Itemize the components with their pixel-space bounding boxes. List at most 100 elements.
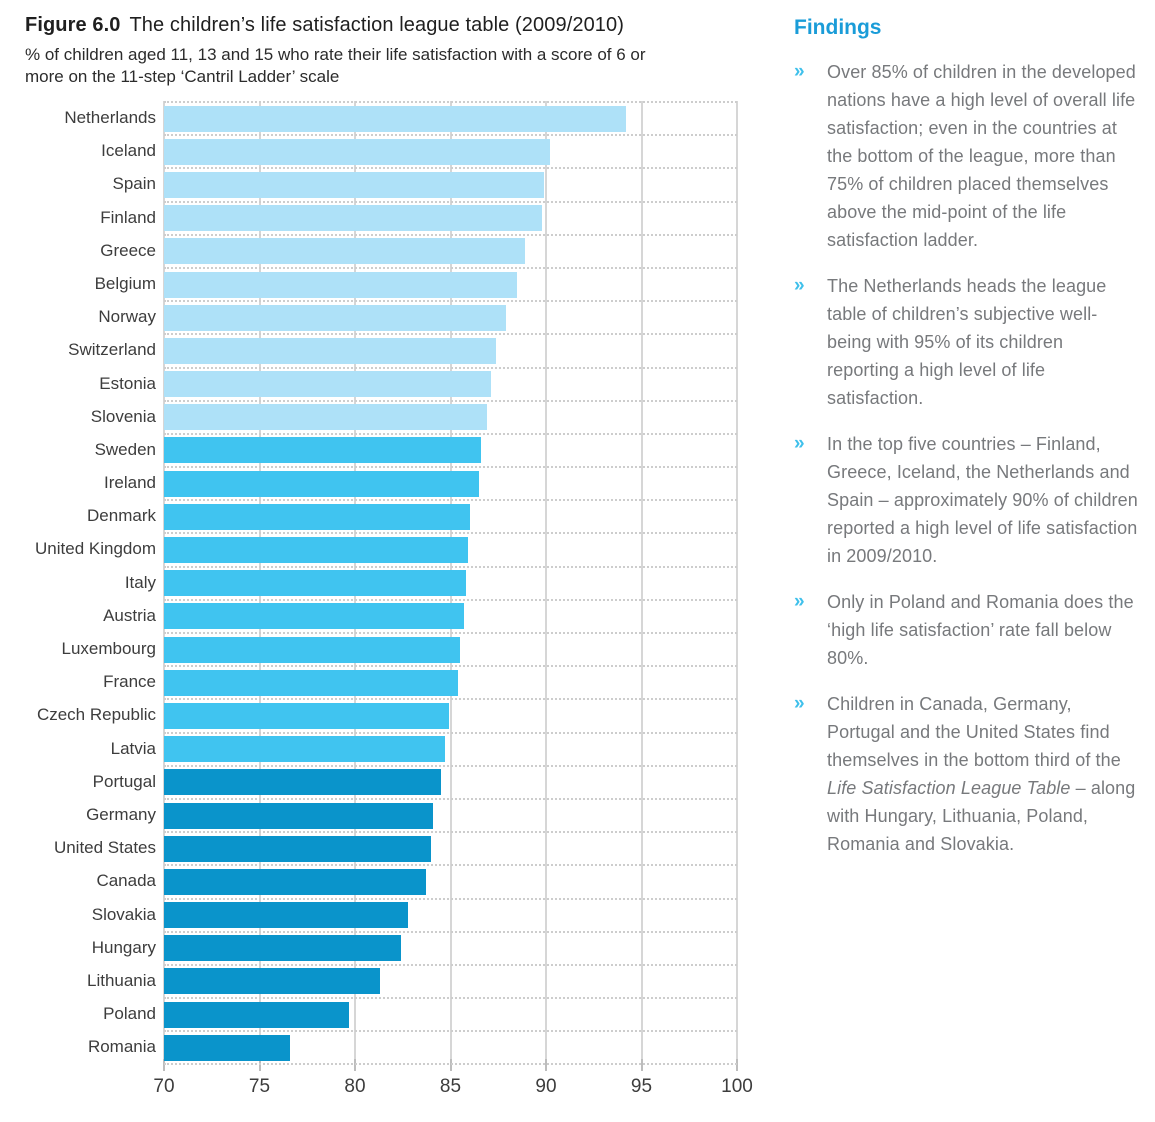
bar-italy [164, 570, 466, 597]
bar-slovenia [164, 404, 487, 431]
country-label: Switzerland [68, 340, 156, 360]
chart-row: Ireland [25, 466, 737, 499]
bar-track [164, 598, 737, 632]
finding-item: » In the top five countries – Finland, Gr… [794, 430, 1139, 570]
bar-track [164, 565, 737, 599]
country-label: Austria [103, 605, 156, 625]
country-label: Hungary [91, 937, 156, 957]
bar-track [164, 632, 737, 665]
chart-row: Italy [25, 565, 737, 599]
bar-track [164, 101, 737, 134]
chart-row: United Kingdom [25, 532, 737, 565]
bar-denmark [164, 503, 470, 530]
country-label: Poland [103, 1004, 156, 1024]
finding-text: In the top five countries – Finland, Gre… [827, 434, 1138, 566]
country-label: Italy [124, 572, 156, 592]
chart-row: France [25, 665, 737, 698]
axis-tick [545, 1059, 547, 1072]
plot-bottom-border [164, 1063, 737, 1066]
bar-track [164, 333, 737, 366]
country-label: Czech Republic [36, 705, 156, 725]
bar-track [164, 864, 737, 897]
gridline [736, 101, 738, 1064]
country-label: Canada [96, 871, 156, 891]
chart-row: Finland [25, 200, 737, 234]
bar-track [164, 233, 737, 267]
bar-netherlands [164, 105, 627, 132]
chart-row: United States [25, 831, 737, 864]
bar-ireland [164, 470, 480, 497]
country-label: Iceland [101, 141, 156, 161]
bar-track [164, 134, 737, 167]
bar-track [164, 797, 737, 831]
chart-row: Hungary [25, 930, 737, 964]
double-chevron-bullet-icon: » [794, 591, 805, 612]
country-label: Belgium [94, 273, 156, 293]
country-label: Greece [100, 240, 156, 260]
country-label: Latvia [110, 738, 156, 758]
bar-portugal [164, 769, 441, 796]
bar-united-states [164, 835, 432, 862]
bar-latvia [164, 736, 445, 763]
country-label: United States [53, 838, 156, 858]
double-chevron-bullet-icon: » [794, 61, 805, 82]
findings-heading: Findings [794, 16, 882, 39]
bar-track [164, 1030, 737, 1063]
bar-romania [164, 1034, 291, 1061]
bar-switzerland [164, 337, 497, 364]
findings-panel: Findings » Over 85% of children in the de… [794, 16, 1139, 1122]
axis-tick [163, 1059, 165, 1072]
chart-row: Latvia [25, 731, 737, 765]
country-label: Sweden [94, 439, 156, 459]
axis-tick-label: 70 [153, 1076, 175, 1098]
chart-row: Slovenia [25, 399, 737, 433]
bar-united-kingdom [164, 537, 468, 564]
country-label: United Kingdom [35, 539, 156, 559]
chart-row: Netherlands [25, 101, 737, 134]
bar-track [164, 831, 737, 864]
finding-text: Only in Poland and Romania does the ‘hig… [827, 592, 1134, 668]
bar-track [164, 963, 737, 997]
chart-row: Estonia [25, 366, 737, 400]
figure-title: Figure 6.0 The children’s life satisfacti… [25, 14, 737, 37]
bar-track [164, 266, 737, 300]
chart-row: Germany [25, 797, 737, 831]
chart-row: Austria [25, 598, 737, 632]
figure-subtitle: % of children aged 11, 13 and 15 who rat… [25, 45, 646, 86]
bar-track [164, 764, 737, 798]
chart-row: Switzerland [25, 333, 737, 366]
bar-chart: Netherlands Iceland Spain Finland Greece Belg… [25, 101, 753, 1105]
axis-tick-label: 80 [344, 1076, 366, 1098]
bar-norway [164, 304, 506, 331]
chart-row: Slovakia [25, 897, 737, 931]
bar-track [164, 499, 737, 532]
bar-track [164, 399, 737, 433]
bar-slovakia [164, 902, 409, 929]
bar-estonia [164, 371, 491, 398]
country-label: Denmark [87, 506, 156, 526]
bar-track [164, 300, 737, 333]
chart-rows: Netherlands Iceland Spain Finland Greece Belg… [25, 101, 737, 1063]
country-label: Slovakia [91, 904, 156, 924]
bar-track [164, 731, 737, 765]
finding-item: » The Netherlands heads the league table … [794, 272, 1139, 412]
bar-track [164, 200, 737, 234]
country-label: Portugal [92, 771, 156, 791]
country-label: Norway [98, 307, 156, 327]
finding-item: » Over 85% of children in the developed n… [794, 58, 1139, 254]
axis-tick [449, 1059, 452, 1072]
country-label: France [103, 672, 156, 692]
bar-track [164, 466, 737, 499]
bar-france [164, 669, 459, 696]
gridline [545, 101, 547, 1064]
bar-greece [164, 238, 525, 265]
x-axis: 70 75 80 85 90 95 100 [153, 1059, 753, 1105]
bar-finland [164, 205, 543, 232]
chart-row: Denmark [25, 499, 737, 532]
bar-sweden [164, 437, 482, 464]
gridline [640, 101, 643, 1064]
bar-germany [164, 802, 434, 829]
bar-poland [164, 1001, 350, 1028]
bar-track [164, 366, 737, 400]
